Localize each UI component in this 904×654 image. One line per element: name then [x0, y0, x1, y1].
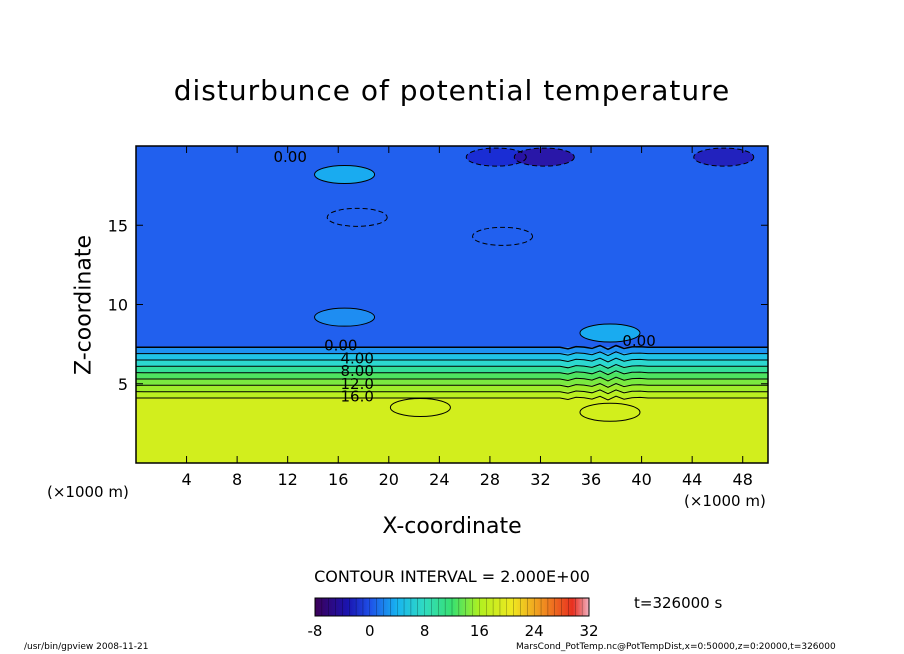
colorbar-tick-label: 0	[365, 622, 375, 640]
contour-label: 0.00	[324, 337, 357, 355]
x-tick-label: 28	[480, 470, 500, 489]
colorbar-tick-label: 32	[579, 622, 598, 640]
contour-label: 4.00	[340, 349, 373, 367]
y-tick-label: 15	[108, 216, 128, 235]
x-tick-label: 44	[682, 470, 702, 489]
contour-region	[465, 147, 527, 167]
contour-line	[136, 363, 768, 369]
field-layer	[136, 353, 768, 360]
contour-region	[513, 147, 575, 167]
field-region	[580, 403, 640, 422]
field-layer	[136, 366, 768, 373]
x-tick-label: 40	[631, 470, 651, 489]
contour-line	[136, 382, 768, 388]
x-tick-label: 12	[278, 470, 298, 489]
field-layer	[136, 378, 768, 386]
contour-label: 0.00	[274, 148, 307, 166]
field-region	[693, 148, 754, 167]
footer-right: MarsCond_PotTemp.nc@PotTempDist,x=0:5000…	[516, 642, 836, 652]
x-unit-right: (×1000 m)	[684, 492, 766, 510]
contour-line	[136, 357, 768, 363]
footer-left: /usr/bin/gpview 2008-11-21	[24, 642, 149, 652]
x-tick-label: 8	[232, 470, 242, 489]
x-tick-label: 4	[181, 470, 191, 489]
x-tick-label: 20	[379, 470, 399, 489]
contour-region	[314, 165, 376, 185]
y-tick-label: 10	[108, 296, 128, 315]
contour-label: 12.0	[340, 375, 373, 393]
colorbar-tick-label: 24	[525, 622, 544, 640]
contour-interval: CONTOUR INTERVAL = 2.000E+00	[314, 567, 590, 586]
field-region	[314, 308, 375, 327]
x-tick-label: 48	[733, 470, 753, 489]
contour-label: 16.0	[340, 387, 373, 405]
colorbar-tick-label: 16	[470, 622, 489, 640]
contour-line	[136, 344, 768, 351]
x-tick-label: 24	[429, 470, 449, 489]
chart-title: disturbunce of potential temperature	[173, 74, 731, 107]
field-region	[472, 227, 533, 246]
x-tick-label: 36	[581, 470, 601, 489]
field-region	[314, 165, 375, 184]
field-layer	[136, 385, 768, 392]
contour-line	[136, 395, 768, 401]
field-region	[390, 398, 451, 417]
contour-region	[389, 398, 451, 418]
contour-line	[136, 376, 768, 382]
contour-label: 0.00	[622, 332, 655, 350]
contour-line	[136, 351, 768, 357]
colorbar: -8 0 8 16 24 32	[308, 597, 599, 640]
field-upper	[136, 146, 768, 348]
field-layer	[136, 398, 768, 463]
field-region	[466, 148, 527, 167]
contour-region	[579, 402, 641, 422]
field-layer	[136, 359, 768, 367]
x-unit-left: (×1000 m)	[47, 483, 129, 501]
contour-line	[136, 370, 768, 376]
x-tick-label: 16	[328, 470, 348, 489]
field-layer	[136, 372, 768, 379]
colorbar-tick-label: -8	[308, 622, 323, 640]
contour-region	[326, 207, 388, 227]
contour-region	[579, 323, 641, 343]
field-region	[580, 324, 640, 343]
y-axis-label: Z-coordinate	[71, 235, 97, 375]
x-axis-label: X-coordinate	[382, 514, 522, 539]
contour-line	[136, 389, 768, 395]
contour-region	[314, 307, 376, 327]
time-label: t=326000 s	[634, 594, 723, 612]
field-region	[327, 208, 388, 227]
contour-label: 8.00	[340, 362, 373, 380]
field-layer	[136, 391, 768, 399]
field-region	[514, 148, 575, 167]
contour-region	[472, 226, 534, 246]
y-tick-label: 5	[118, 375, 128, 394]
x-tick-label: 32	[530, 470, 550, 489]
field-layer	[136, 347, 768, 354]
contour-region	[693, 147, 755, 167]
colorbar-tick-label: 8	[420, 622, 430, 640]
